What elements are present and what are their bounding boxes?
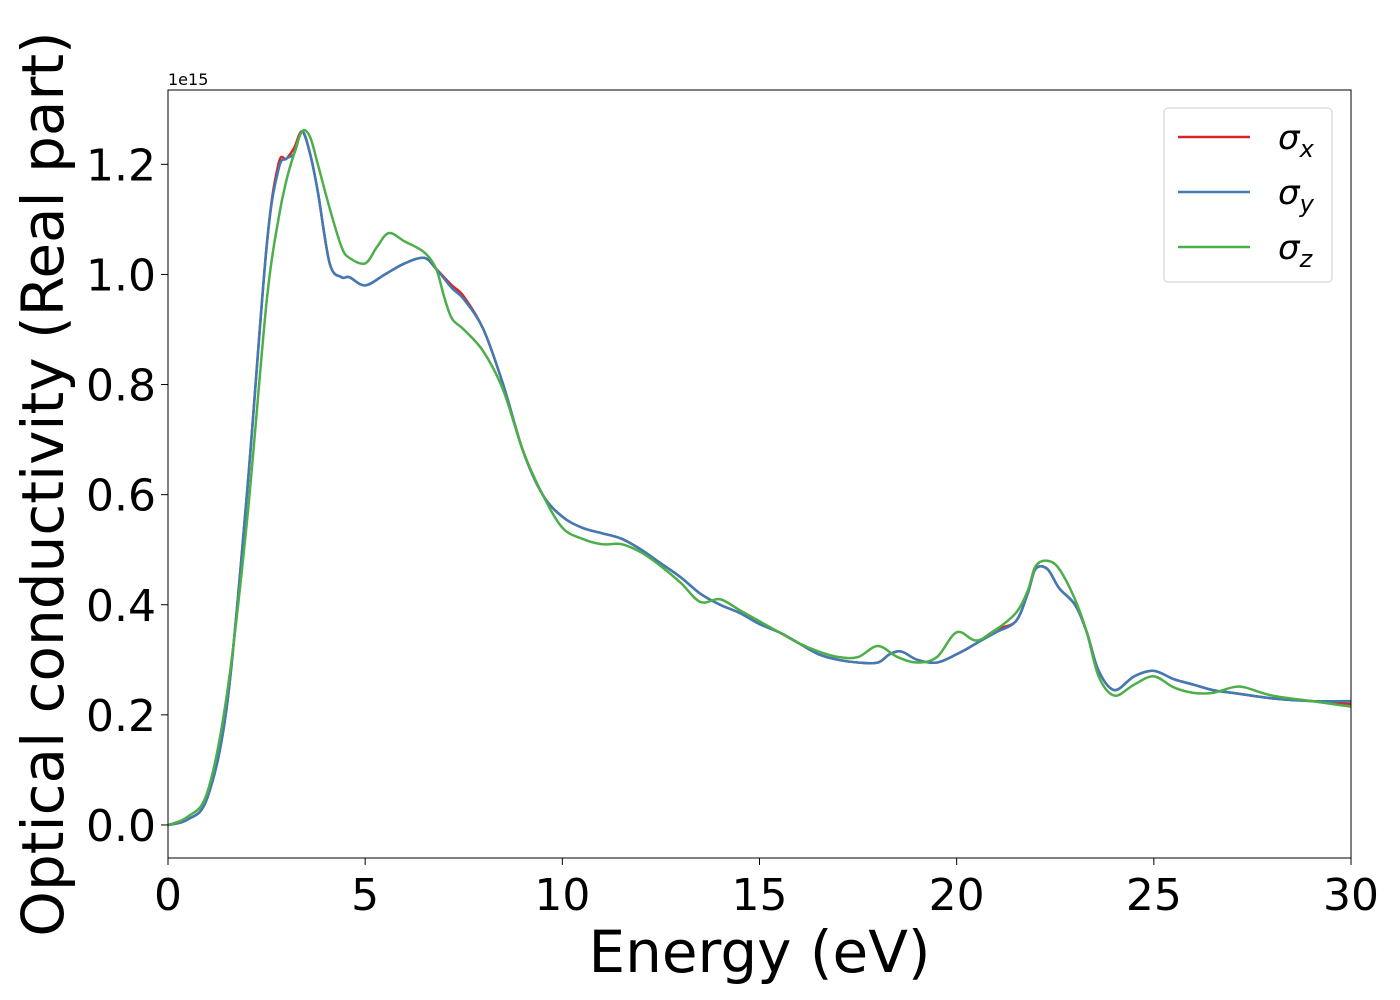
x-tick-label: 20	[929, 870, 985, 921]
y-tick-label: 0.8	[86, 361, 156, 412]
x-tick-label: 10	[534, 870, 590, 921]
y-tick-label: 0.6	[86, 471, 156, 522]
legend-label-x: σx	[1278, 118, 1315, 163]
x-tick-label: 25	[1126, 870, 1182, 921]
x-axis-label: Energy (eV)	[588, 918, 930, 986]
legend-label-z: σz	[1278, 228, 1314, 273]
legend: σx σy σz	[1163, 107, 1333, 283]
y-tick-label: 0.2	[86, 691, 156, 742]
y-tick-label: 1.0	[86, 250, 156, 301]
legend-box	[1163, 107, 1333, 283]
axes-layer: 0 5 10 15 20 25 30 0.0 0.2 0.4 0.6 0.8 1.0 1.2 1e15 Ene…	[9, 31, 1379, 986]
y-tick-label: 1.2	[86, 140, 156, 191]
x-tick-label: 5	[351, 870, 379, 921]
x-tick-label: 30	[1323, 870, 1379, 921]
y-tick-label: 0.0	[86, 801, 156, 852]
y-axis-label: Optical conductivity (Real part)	[9, 31, 77, 936]
plot-layer	[168, 128, 1351, 827]
x-tick-label: 0	[154, 870, 182, 921]
y-tick-label: 0.4	[86, 581, 156, 632]
y-offset-label: 1e15	[168, 70, 208, 89]
series-line-z	[168, 128, 1351, 827]
series-group	[168, 128, 1351, 827]
legend-label-y: σy	[1278, 173, 1315, 218]
x-tick-label: 15	[732, 870, 788, 921]
